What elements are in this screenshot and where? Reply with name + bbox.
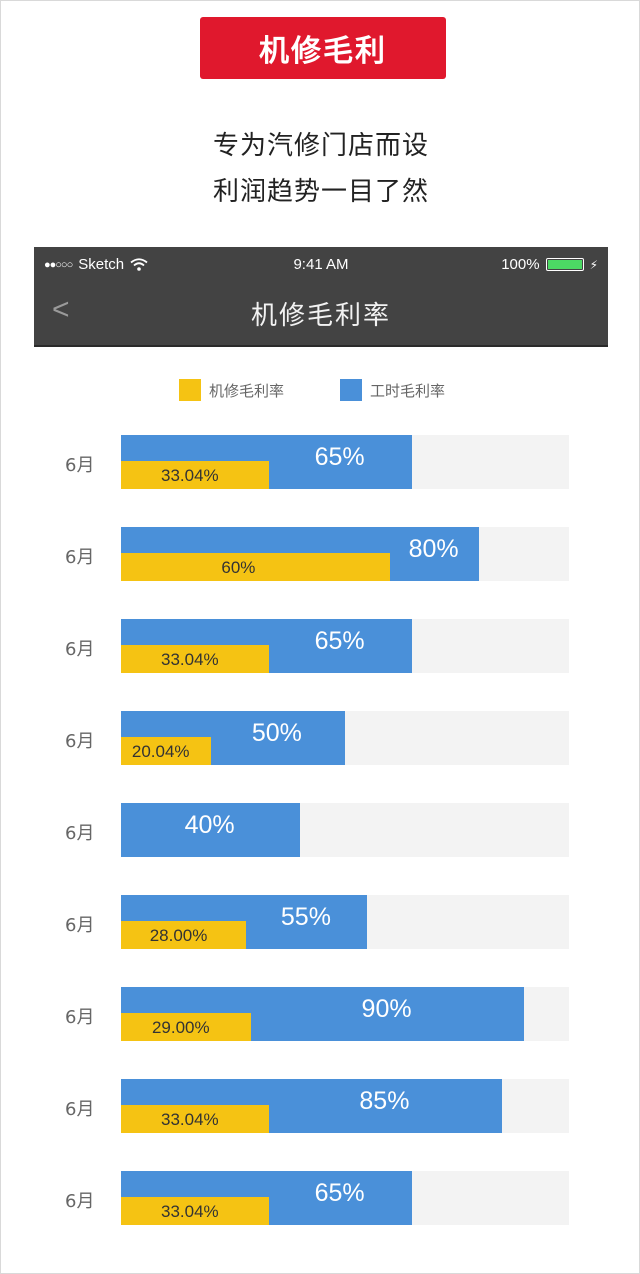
bar-track: 33.04% 85% xyxy=(121,1079,569,1133)
labor-margin-value: 90% xyxy=(361,995,412,1023)
bar-track: 28.00% 55% xyxy=(121,895,569,949)
chart-legend: 机修毛利率 工时毛利率 xyxy=(1,379,640,405)
repair-margin-value: 60% xyxy=(221,558,256,577)
month-label: 6月 xyxy=(65,1099,95,1120)
labor-margin-value: 40% xyxy=(184,811,235,839)
legend-item-repair: 机修毛利率 xyxy=(179,379,284,401)
legend-swatch-repair xyxy=(179,379,201,401)
repair-margin-value: 28.00% xyxy=(149,926,208,945)
bar-track: 60% 80% xyxy=(121,527,569,581)
bar-track: 40% xyxy=(121,803,569,857)
bar-track: 33.04% 65% xyxy=(121,619,569,673)
repair-margin-value: 20.04% xyxy=(131,742,190,761)
repair-margin-value: 29.00% xyxy=(151,1018,210,1037)
tagline-line-2: 利润趋势一目了然 xyxy=(212,177,429,207)
signal-icon: ●●○○○ xyxy=(44,258,73,271)
labor-margin-value: 85% xyxy=(359,1087,410,1115)
chart-row: 6月 33.04% 65% xyxy=(1,619,640,673)
repair-margin-bar xyxy=(121,1197,270,1225)
bar-track: 29.00% 90% xyxy=(121,987,569,1041)
phone-header: ●●○○○ Sketch 9:41 AM 100% ⚡ < 机修毛利率 xyxy=(34,247,608,347)
labor-margin-value: 65% xyxy=(314,627,365,655)
chart-row: 6月 40% xyxy=(1,803,640,857)
chart-row: 6月 33.04% 65% xyxy=(1,1171,640,1225)
chart-row: 6月 28.00% 55% xyxy=(1,895,640,949)
repair-margin-value: 33.04% xyxy=(161,466,219,485)
month-label: 6月 xyxy=(65,823,95,844)
battery-percent: 100% xyxy=(501,256,540,273)
status-bar: ●●○○○ Sketch 9:41 AM 100% ⚡ xyxy=(34,247,608,283)
legend-item-labor: 工时毛利率 xyxy=(340,379,445,401)
repair-margin-bar xyxy=(121,737,211,765)
chart-row: 6月 29.00% 90% xyxy=(1,987,640,1041)
month-label: 6月 xyxy=(65,1191,95,1212)
repair-margin-bar xyxy=(121,645,270,673)
labor-margin-value: 55% xyxy=(280,903,331,931)
legend-label-labor: 工时毛利率 xyxy=(370,381,446,400)
chart-row: 6月 60% 80% xyxy=(1,527,640,581)
carrier-label: Sketch xyxy=(78,256,125,273)
legend-label-repair: 机修毛利率 xyxy=(209,381,285,400)
chart-row: 6月 33.04% 85% xyxy=(1,1079,640,1133)
labor-margin-value: 65% xyxy=(314,443,365,471)
battery-icon xyxy=(545,258,584,271)
repair-margin-bar xyxy=(121,553,390,581)
month-label: 6月 xyxy=(65,915,95,936)
repair-margin-bar xyxy=(121,1013,251,1041)
bar-track: 20.04% 50% xyxy=(121,711,569,765)
bar-track: 33.04% 65% xyxy=(121,435,569,489)
status-time: 9:41 AM xyxy=(293,256,349,273)
labor-margin-value: 65% xyxy=(314,1179,365,1207)
repair-margin-value: 33.04% xyxy=(161,1202,219,1221)
month-label: 6月 xyxy=(65,547,95,568)
wifi-icon xyxy=(130,258,148,271)
chart-row: 6月 20.04% 50% xyxy=(1,711,640,765)
bar-track: 33.04% 65% xyxy=(121,1171,569,1225)
labor-margin-value: 80% xyxy=(408,535,459,563)
title-banner: 机修毛利 xyxy=(200,17,446,79)
tagline-line-1: 专为汽修门店而设 xyxy=(212,131,429,161)
month-label: 6月 xyxy=(65,1007,95,1028)
repair-margin-value: 33.04% xyxy=(161,650,219,669)
repair-margin-bar xyxy=(121,461,270,489)
chart-row: 6月 33.04% 65% xyxy=(1,435,640,489)
repair-margin-bar xyxy=(121,921,247,949)
charging-icon: ⚡ xyxy=(589,257,598,272)
repair-margin-bar xyxy=(121,1105,270,1133)
month-label: 6月 xyxy=(65,639,95,660)
repair-margin-value: 33.04% xyxy=(161,1110,219,1129)
labor-margin-bar xyxy=(121,803,301,857)
month-label: 6月 xyxy=(65,731,95,752)
month-label: 6月 xyxy=(65,455,95,476)
legend-swatch-labor xyxy=(340,379,362,401)
nav-title: 机修毛利率 xyxy=(250,301,391,331)
labor-margin-value: 50% xyxy=(251,719,302,747)
back-button[interactable]: < xyxy=(52,293,70,326)
